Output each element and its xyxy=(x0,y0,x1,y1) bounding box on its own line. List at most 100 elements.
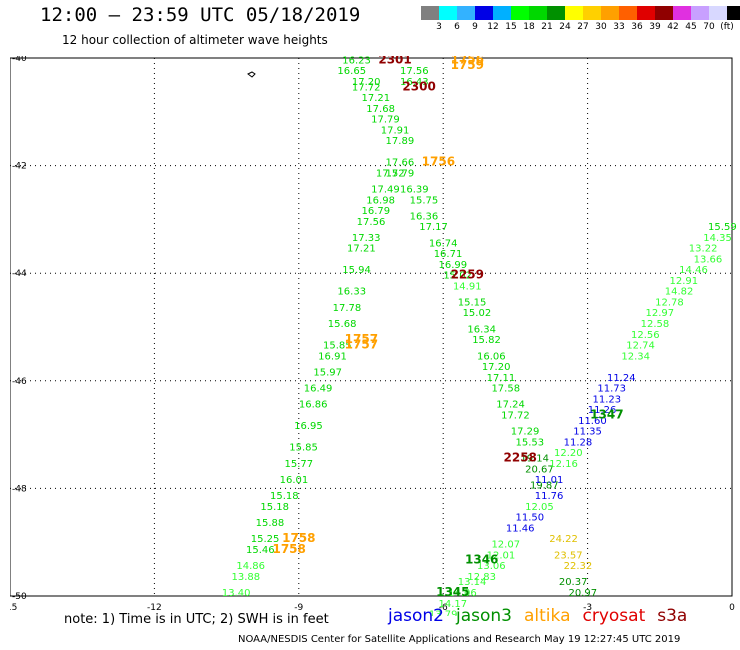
wave-height-label: 24.22 xyxy=(549,534,578,545)
colorbar-label: 70 xyxy=(703,22,715,32)
wave-height-label: 15.18 xyxy=(270,491,299,502)
wave-height-label: 17.72 xyxy=(376,168,405,179)
track-time-label: 1756 xyxy=(422,155,455,169)
wave-height-label: 12.91 xyxy=(670,276,699,287)
wave-height-label: 12.34 xyxy=(621,351,650,362)
wave-height-label: 14.17 xyxy=(439,599,468,610)
wave-height-label: 13.66 xyxy=(694,254,723,265)
wave-height-label: 13.79 xyxy=(429,610,458,616)
colorbar-labels: 3 6 9 12 15 18 21 24 27 30 33 36 39 42 45 70 (ft) xyxy=(421,22,736,32)
colorbar-swatch xyxy=(727,6,740,20)
wave-height-label: 13.06 xyxy=(477,561,506,572)
wave-height-label: 12.78 xyxy=(655,297,684,308)
colorbar-swatch xyxy=(439,6,457,20)
wave-height-label: 15.59 xyxy=(708,222,737,233)
wave-height-label: 12.05 xyxy=(525,502,554,513)
track-time-label: 1757 xyxy=(345,332,378,346)
colorbar-label: 30 xyxy=(595,22,607,32)
lon-tick-label: -9 xyxy=(294,603,303,613)
wave-height-label: 15.85 xyxy=(289,443,318,454)
colorbar-label: 45 xyxy=(685,22,697,32)
colorbar-swatch xyxy=(547,6,565,20)
legend-jason3: jason3 xyxy=(456,606,512,626)
wave-height-label: 16.23 xyxy=(342,56,371,66)
wave-height-label: 17.89 xyxy=(386,136,415,147)
track-time-label: 2301 xyxy=(378,56,411,66)
wave-height-label: 17.21 xyxy=(361,93,390,104)
lon-tick-label: -3 xyxy=(583,603,592,613)
wave-height-label: 12.97 xyxy=(645,308,674,319)
wave-height-label: 13.88 xyxy=(232,572,261,583)
wave-height-label: 15.02 xyxy=(443,271,472,282)
wave-height-label: 11.26 xyxy=(588,405,617,416)
wave-height-label: 16.98 xyxy=(366,195,395,206)
wave-height-label: 11.23 xyxy=(593,394,622,405)
colorbar-label: 9 xyxy=(472,22,478,32)
wave-height-label: 12.56 xyxy=(631,330,660,341)
lat-tick-label: -44 xyxy=(12,269,27,279)
colorbar-label: 33 xyxy=(613,22,625,32)
note-text: note: 1) Time is in UTC; 2) SWH is in fe… xyxy=(64,612,329,627)
wave-height-label: 17.33 xyxy=(352,233,381,244)
wave-height-label: 17.78 xyxy=(333,303,362,314)
wave-height-label: 11.28 xyxy=(564,437,593,448)
track-time-label: 1757 xyxy=(345,338,378,352)
wave-height-label: 17.58 xyxy=(491,384,520,395)
colorbar-swatch xyxy=(619,6,637,20)
track-time-label: 2258 xyxy=(504,451,537,465)
colorbar-unit: (ft) xyxy=(720,22,734,32)
colorbar-label: 24 xyxy=(559,22,571,32)
colorbar-swatch xyxy=(457,6,475,20)
wave-height-label: 11.46 xyxy=(506,523,535,534)
legend-jason2: jason2 xyxy=(388,606,444,626)
satellite-legend: jason2 jason3 altika cryosat s3a xyxy=(388,606,699,626)
wave-height-label: 17.68 xyxy=(366,104,395,115)
wave-height-label: 12.74 xyxy=(626,341,655,352)
wave-height-label: 14.91 xyxy=(453,281,482,292)
colorbar-swatch xyxy=(421,6,439,20)
colorbar-label: 3 xyxy=(436,22,442,32)
wave-height-label: 17.56 xyxy=(357,217,386,228)
wave-height-label: 15.79 xyxy=(386,168,415,179)
track-time-label: 2259 xyxy=(451,268,484,282)
colorbar-swatch xyxy=(601,6,619,20)
wave-height-label: 17.24 xyxy=(496,400,525,411)
wave-height-label: 17.56 xyxy=(400,66,429,77)
wave-height-label: 16.99 xyxy=(439,260,468,271)
wave-height-label: 17.66 xyxy=(386,158,415,169)
wave-height-label: 14.46 xyxy=(679,265,708,276)
wave-height-label: 16.36 xyxy=(410,211,439,222)
colorbar-swatch xyxy=(583,6,601,20)
colorbar-spacer xyxy=(421,22,430,32)
wave-height-label: 11.76 xyxy=(535,491,564,502)
wave-height-label: 16.95 xyxy=(294,421,323,432)
lat-tick-label: -50 xyxy=(12,592,27,602)
wave-height-label: 14.35 xyxy=(703,233,732,244)
wave-height-label: 17.49 xyxy=(371,185,400,196)
track-time-label: 1758 xyxy=(272,542,305,556)
wave-height-label: 16.33 xyxy=(337,287,366,298)
track-time-label: 1756 xyxy=(451,56,484,66)
wave-height-label: 17.79 xyxy=(371,115,400,126)
wave-height-label: 16.01 xyxy=(280,475,309,486)
altimeter-map: -15 -12 -9 -6 -3 0 -40 -42 -44 -46 -48 -50 16.2316.6… xyxy=(10,56,737,616)
island-outline xyxy=(247,71,256,78)
wave-height-label: 17.72 xyxy=(501,410,530,421)
wave-height-label: 20.37 xyxy=(559,577,588,588)
wave-height-label: 16.65 xyxy=(337,66,366,77)
colorbar-label: 36 xyxy=(631,22,643,32)
colorbar-label: 27 xyxy=(577,22,589,32)
lon-tick-label: 0 xyxy=(729,603,735,613)
map-title: 12:00 — 23:59 UTC 05/18/2019 xyxy=(40,4,361,26)
wave-height-label: 15.94 xyxy=(342,265,371,276)
wave-height-label: 16.34 xyxy=(467,324,496,335)
wave-height-label: 11.35 xyxy=(573,427,602,438)
wave-height-label: 16.79 xyxy=(361,206,390,217)
lat-tick-label: -48 xyxy=(12,484,27,494)
colorbar-swatch xyxy=(709,6,727,20)
footer-credit: NOAA/NESDIS Center for Satellite Applica… xyxy=(238,634,681,645)
wave-height-label: 16.74 xyxy=(429,238,458,249)
wave-height-label: 14.86 xyxy=(236,561,265,572)
wave-height-label: 12.16 xyxy=(549,459,578,470)
wave-height-label: 15.18 xyxy=(260,502,289,513)
